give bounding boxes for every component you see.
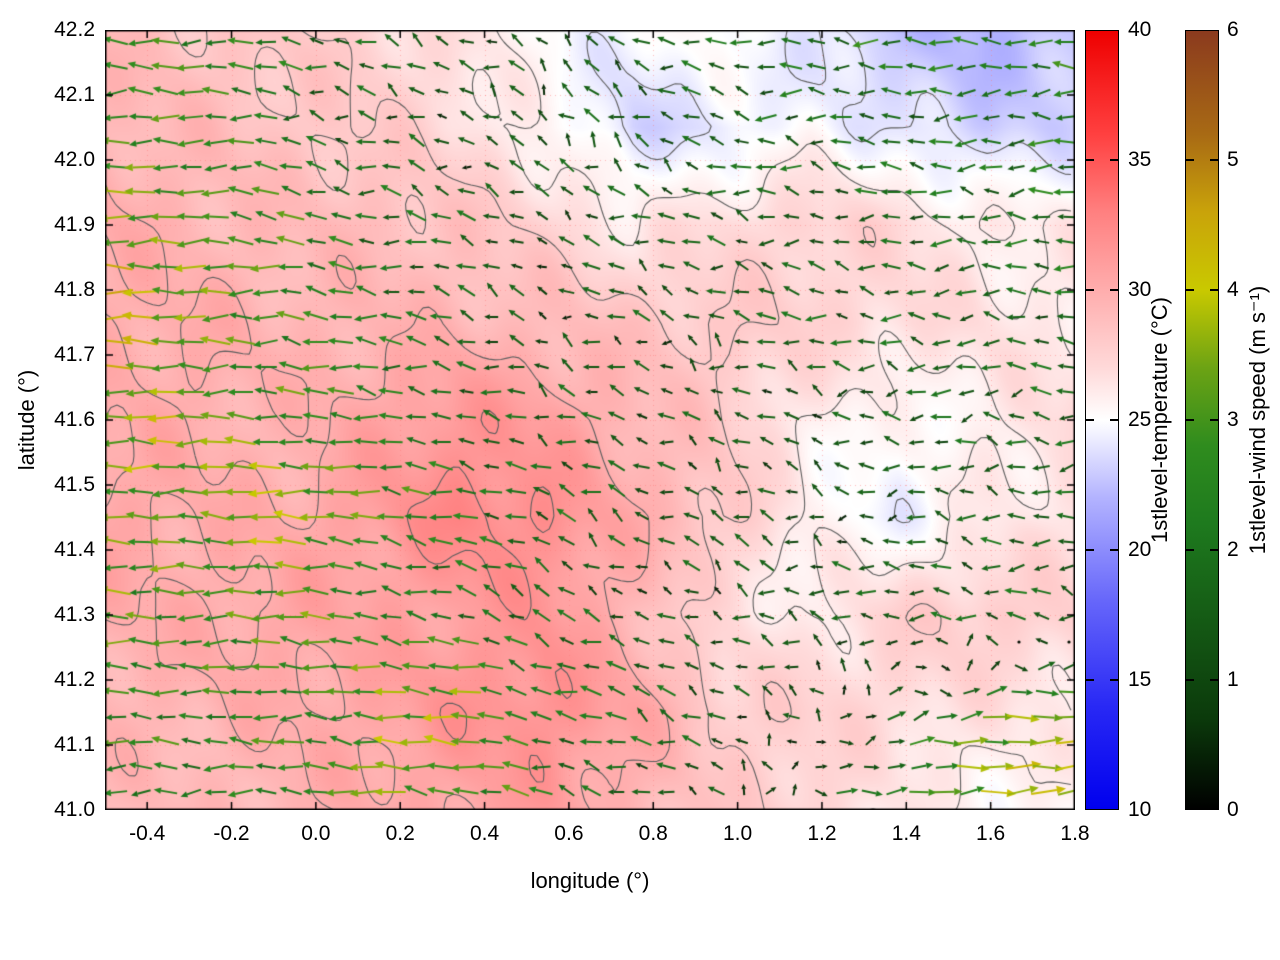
map-canvas <box>105 30 1075 810</box>
wind-colorbar-label: 1stlevel-wind speed (m s⁻¹) <box>1245 285 1270 555</box>
colorbar-tick-label: 4 <box>1227 278 1239 301</box>
y-tick-label: 41.9 <box>54 213 95 236</box>
x-tick-label: 1.8 <box>1060 822 1090 845</box>
y-tick-label: 41.3 <box>54 603 95 626</box>
colorbar-tick-mark <box>1110 159 1118 161</box>
y-tick-label: 41.0 <box>54 798 95 821</box>
colorbar-tick-mark <box>1210 419 1218 421</box>
colorbar-tick-label: 1 <box>1227 668 1239 691</box>
colorbar-tick-mark <box>1210 159 1218 161</box>
colorbar-tick-mark <box>1086 289 1094 291</box>
colorbar-tick-mark <box>1086 159 1094 161</box>
colorbar-tick-label: 20 <box>1128 538 1152 561</box>
colorbar-tick-mark <box>1186 679 1194 681</box>
colorbar-tick-mark <box>1110 419 1118 421</box>
y-tick-label: 41.5 <box>54 473 95 496</box>
x-tick-label: 1.2 <box>807 822 837 845</box>
colorbar-tick-label: 5 <box>1227 148 1239 171</box>
x-tick-label: 0.8 <box>638 822 668 845</box>
colorbar-tick-mark <box>1110 679 1118 681</box>
colorbar-tick-label: 30 <box>1128 278 1152 301</box>
x-axis-label: longitude (°) <box>530 868 650 893</box>
colorbar-tick-mark <box>1186 419 1194 421</box>
y-tick-label: 42.2 <box>54 18 95 41</box>
x-tick-label: 0.6 <box>554 822 584 845</box>
x-tick-label: 1.0 <box>722 822 753 845</box>
colorbar-tick-mark <box>1086 549 1094 551</box>
y-tick-label: 41.7 <box>54 343 95 366</box>
y-tick-label: 41.1 <box>54 733 95 756</box>
colorbar-tick-label: 0 <box>1227 798 1239 821</box>
colorbar-tick-mark <box>1210 549 1218 551</box>
colorbar-tick-mark <box>1110 549 1118 551</box>
x-tick-label: 1.6 <box>976 822 1006 845</box>
colorbar-tick-mark <box>1110 289 1118 291</box>
x-tick-label: 0.0 <box>301 822 331 845</box>
y-tick-label: 42.1 <box>54 83 95 106</box>
x-tick-label: -0.4 <box>129 822 166 845</box>
colorbar-tick-mark <box>1210 289 1218 291</box>
colorbar-tick-label: 25 <box>1128 408 1152 431</box>
colorbar-tick-mark <box>1186 289 1194 291</box>
x-tick-label: 0.2 <box>385 822 415 845</box>
colorbar-tick-label: 40 <box>1128 18 1152 41</box>
colorbar-tick-mark <box>1186 549 1194 551</box>
y-tick-label: 42.0 <box>54 148 95 171</box>
colorbar-tick-mark <box>1186 159 1194 161</box>
y-tick-label: 41.8 <box>54 278 95 301</box>
colorbar-tick-label: 3 <box>1227 408 1239 431</box>
y-tick-label: 41.2 <box>54 668 95 691</box>
y-tick-label: 41.6 <box>54 408 95 431</box>
x-tick-label: 1.4 <box>891 822 921 845</box>
colorbar-tick-label: 15 <box>1128 668 1152 691</box>
colorbar-tick-label: 10 <box>1128 798 1152 821</box>
colorbar-tick-mark <box>1086 679 1094 681</box>
colorbar-tick-mark <box>1086 419 1094 421</box>
x-tick-label: 0.4 <box>469 822 500 845</box>
colorbar-tick-label: 35 <box>1128 148 1152 171</box>
colorbar-tick-mark <box>1210 679 1218 681</box>
x-tick-label: -0.2 <box>213 822 250 845</box>
colorbar-tick-label: 6 <box>1227 18 1239 41</box>
y-tick-label: 41.4 <box>54 538 95 561</box>
colorbar-tick-label: 2 <box>1227 538 1239 561</box>
